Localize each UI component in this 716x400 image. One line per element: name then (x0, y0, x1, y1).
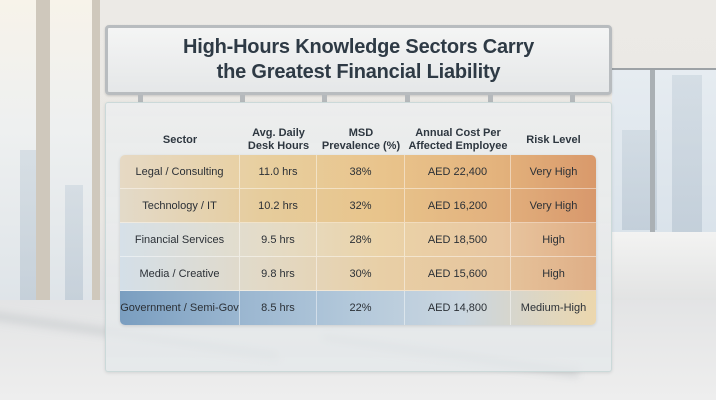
panel-connector (405, 95, 410, 103)
table-body: Legal / Consulting 11.0 hrs 38% AED 22,4… (120, 155, 596, 325)
panel-connector (240, 95, 245, 103)
cell-sector: Financial Services (120, 223, 240, 256)
left-window (0, 0, 100, 320)
window-frame (36, 0, 50, 320)
header-annual-cost: Annual Cost Per Affected Employee (408, 127, 508, 152)
cell-hours: 9.5 hrs (240, 223, 317, 256)
cell-sector: Media / Creative (120, 257, 240, 290)
cell-cost: AED 14,800 (405, 291, 511, 325)
cell-hours: 11.0 hrs (240, 155, 317, 188)
header-risk-level: Risk Level (526, 133, 581, 146)
table-header: Sector Avg. Daily Desk Hours MSD Prevalenc… (120, 125, 596, 155)
cell-risk: High (542, 233, 565, 246)
cell-hours: 8.5 hrs (240, 291, 317, 325)
skyline-building (672, 75, 702, 235)
cell-prevalence: 22% (317, 291, 405, 325)
cell-prevalence: 30% (317, 257, 405, 290)
cell-sector: Government / Semi-Gov (120, 291, 240, 325)
table-row: Technology / IT 10.2 hrs 32% AED 16,200 … (120, 189, 596, 223)
cell-risk: High (542, 267, 565, 280)
cell-cost: AED 18,500 (405, 223, 511, 256)
cell-prevalence: 32% (317, 189, 405, 222)
table-row: Government / Semi-Gov 8.5 hrs 22% AED 14… (120, 291, 596, 325)
cell-sector: Technology / IT (120, 189, 240, 222)
cell-hours: 9.8 hrs (240, 257, 317, 290)
table-panel: Sector Avg. Daily Desk Hours MSD Prevalenc… (105, 102, 612, 372)
panel-connector (570, 95, 575, 103)
cell-risk: Very High (529, 165, 578, 178)
cell-risk: Very High (529, 199, 578, 212)
cell-hours: 10.2 hrs (240, 189, 317, 222)
table-row: Media / Creative 9.8 hrs 30% AED 15,600 … (120, 257, 596, 291)
cell-cost: AED 15,600 (405, 257, 511, 290)
cell-cost: AED 22,400 (405, 155, 511, 188)
cell-sector: Legal / Consulting (120, 155, 240, 188)
cell-prevalence: 28% (317, 223, 405, 256)
page-title-line-1: High-Hours Knowledge Sectors Carry (182, 36, 535, 58)
header-msd-prevalence: MSD Prevalence (%) (321, 127, 401, 152)
panel-connector (488, 95, 493, 103)
header-desk-hours: Avg. Daily Desk Hours (247, 127, 310, 152)
title-panel: High-Hours Knowledge Sectors Carry the G… (105, 25, 612, 95)
panel-connector (322, 95, 327, 103)
table-row: Financial Services 9.5 hrs 28% AED 18,50… (120, 223, 596, 257)
window-frame (92, 0, 100, 320)
header-sector: Sector (162, 133, 198, 146)
table-row: Legal / Consulting 11.0 hrs 38% AED 22,4… (120, 155, 596, 189)
page-title-line-2: the Greatest Financial Liability (216, 61, 501, 83)
window-frame (650, 70, 655, 245)
office-desk (612, 232, 716, 300)
cell-prevalence: 38% (317, 155, 405, 188)
skyline-building (65, 185, 83, 310)
cell-cost: AED 16,200 (405, 189, 511, 222)
cell-risk: Medium-High (520, 302, 587, 314)
panel-connector (138, 95, 143, 103)
